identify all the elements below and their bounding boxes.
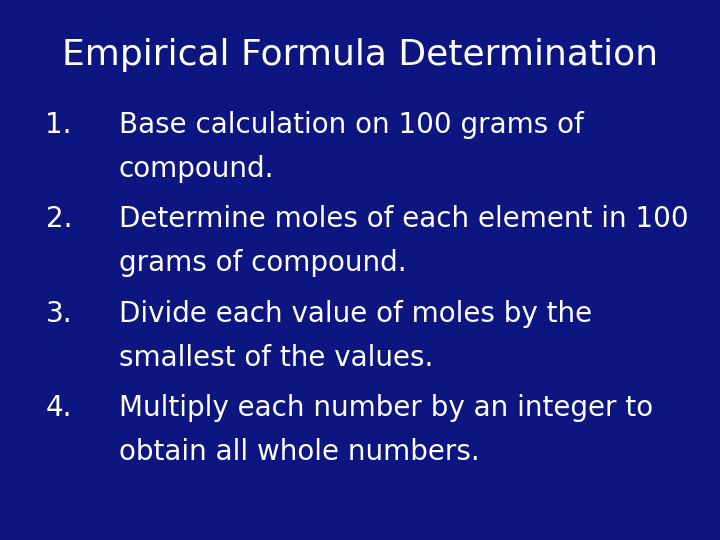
Text: compound.: compound. bbox=[119, 155, 274, 183]
Text: Base calculation on 100 grams of: Base calculation on 100 grams of bbox=[119, 111, 583, 139]
Text: Determine moles of each element in 100: Determine moles of each element in 100 bbox=[119, 205, 688, 233]
Text: 4.: 4. bbox=[45, 394, 72, 422]
Text: 1.: 1. bbox=[45, 111, 72, 139]
Text: 2.: 2. bbox=[45, 205, 72, 233]
Text: smallest of the values.: smallest of the values. bbox=[119, 344, 433, 372]
Text: 3.: 3. bbox=[45, 300, 72, 328]
Text: Multiply each number by an integer to: Multiply each number by an integer to bbox=[119, 394, 653, 422]
Text: Empirical Formula Determination: Empirical Formula Determination bbox=[62, 38, 658, 72]
Text: Divide each value of moles by the: Divide each value of moles by the bbox=[119, 300, 592, 328]
Text: grams of compound.: grams of compound. bbox=[119, 249, 406, 278]
Text: obtain all whole numbers.: obtain all whole numbers. bbox=[119, 438, 480, 467]
